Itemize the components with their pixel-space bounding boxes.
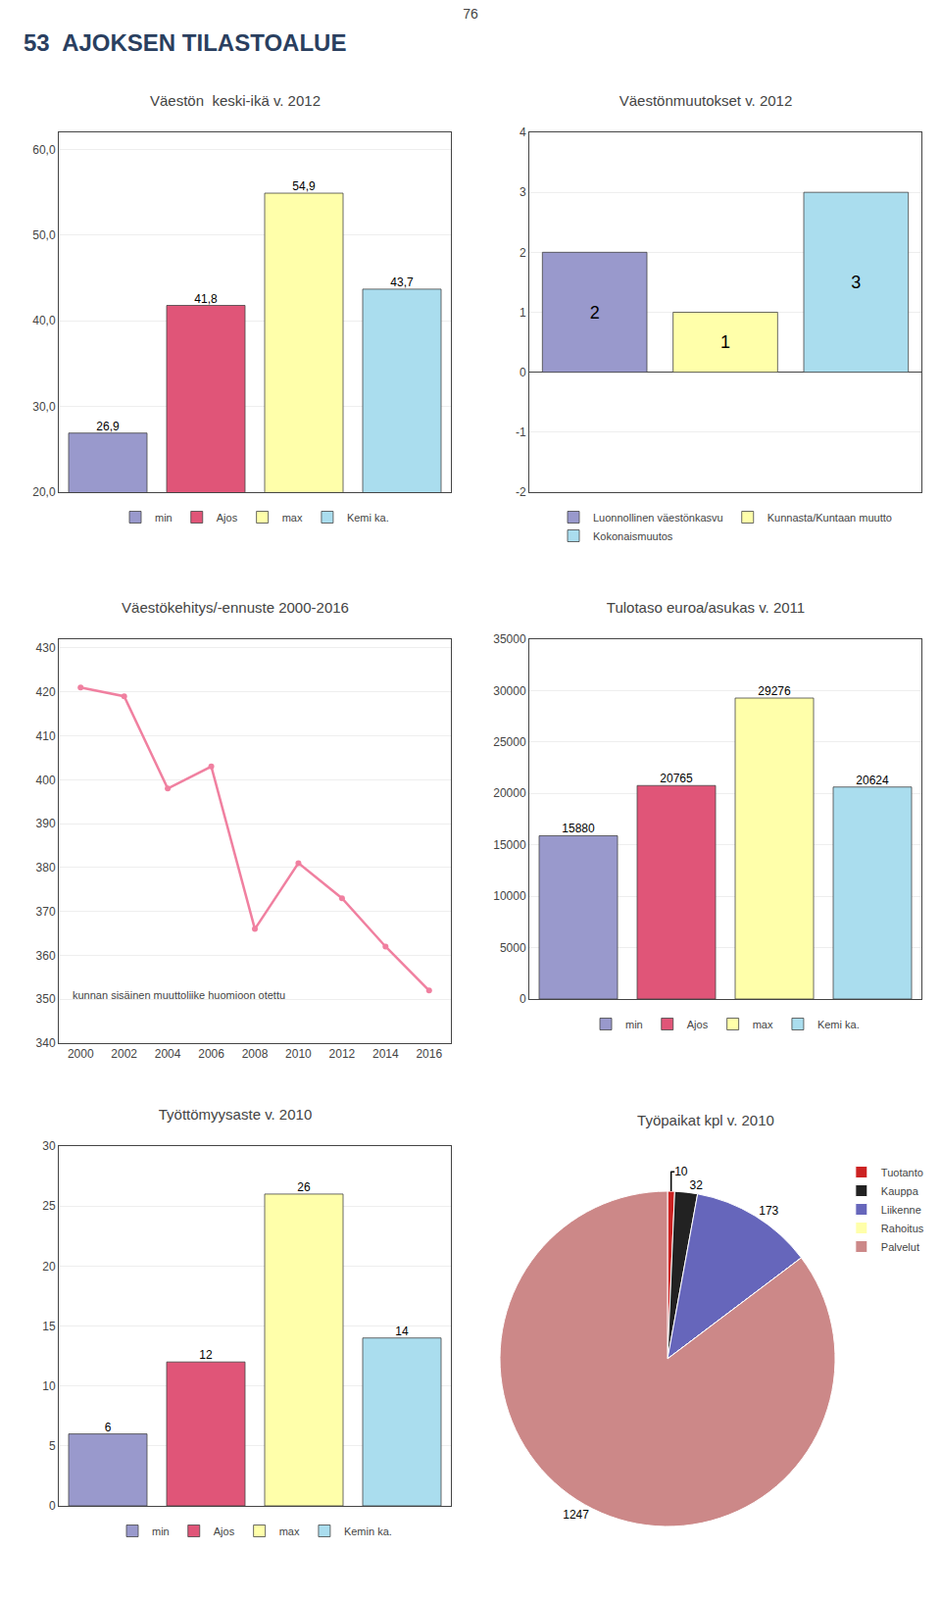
svg-text:420: 420	[36, 685, 56, 699]
svg-text:Kauppa: Kauppa	[881, 1185, 920, 1197]
svg-text:29276: 29276	[757, 684, 792, 698]
svg-text:15: 15	[42, 1319, 56, 1334]
svg-text:2008: 2008	[242, 1046, 269, 1061]
svg-text:max: max	[282, 511, 303, 524]
svg-text:kunnan sisäinen muuttoliike hu: kunnan sisäinen muuttoliike huomioon ote…	[72, 989, 286, 1001]
svg-text:40,0: 40,0	[32, 313, 56, 328]
svg-text:-1: -1	[515, 425, 527, 440]
svg-text:410: 410	[36, 729, 56, 743]
svg-text:2010: 2010	[285, 1046, 312, 1061]
svg-text:Tulotaso euroa/asukas v. 2011: Tulotaso euroa/asukas v. 2011	[606, 598, 805, 616]
svg-text:25000: 25000	[493, 735, 527, 749]
svg-text:60,0: 60,0	[32, 143, 56, 157]
svg-text:max: max	[752, 1018, 774, 1031]
svg-text:0: 0	[519, 365, 527, 380]
svg-text:400: 400	[36, 773, 56, 788]
svg-text:0: 0	[49, 1498, 56, 1513]
svg-text:Ajos: Ajos	[213, 1525, 236, 1537]
svg-text:20624: 20624	[855, 773, 890, 788]
svg-text:26: 26	[297, 1180, 311, 1194]
svg-text:Työttömyysaste v. 2010: Työttömyysaste v. 2010	[158, 1105, 312, 1123]
svg-text:32: 32	[690, 1178, 704, 1192]
svg-text:12: 12	[198, 1347, 213, 1362]
svg-text:2014: 2014	[372, 1046, 399, 1061]
svg-text:15000: 15000	[493, 838, 527, 852]
svg-text:20000: 20000	[493, 786, 527, 800]
svg-text:Liikenne: Liikenne	[881, 1203, 922, 1216]
svg-text:15880: 15880	[561, 821, 595, 836]
svg-text:430: 430	[36, 641, 56, 655]
svg-text:41,8: 41,8	[194, 292, 218, 306]
svg-text:1: 1	[519, 305, 527, 320]
svg-text:max: max	[279, 1525, 300, 1537]
svg-text:20,0: 20,0	[32, 485, 56, 499]
svg-text:min: min	[151, 1525, 170, 1537]
svg-text:Ajos: Ajos	[687, 1018, 709, 1031]
html-text:76: 76	[462, 5, 479, 22]
svg-text:Työpaikat kpl v. 2010: Työpaikat kpl v. 2010	[637, 1111, 775, 1129]
svg-text:Kemi ka.: Kemi ka.	[346, 511, 390, 524]
svg-text:5000: 5000	[499, 941, 527, 955]
svg-text:2004: 2004	[154, 1046, 182, 1061]
svg-text:50,0: 50,0	[32, 228, 56, 243]
svg-text:350: 350	[36, 991, 56, 1006]
svg-text:2: 2	[519, 246, 527, 260]
svg-text:26,9: 26,9	[96, 419, 120, 434]
svg-text:10: 10	[674, 1164, 689, 1179]
svg-text:5: 5	[49, 1438, 56, 1453]
svg-text:390: 390	[36, 816, 56, 831]
svg-text:-2: -2	[515, 485, 527, 499]
svg-text:2002: 2002	[110, 1046, 138, 1061]
svg-text:10: 10	[42, 1379, 56, 1393]
svg-text:Palvelut: Palvelut	[881, 1240, 920, 1253]
svg-text:Väestön keski-ikä v. 2012: Väestön keski-ikä v. 2012	[149, 92, 321, 109]
svg-text:10000: 10000	[493, 889, 527, 903]
svg-text:2012: 2012	[329, 1046, 356, 1061]
svg-text:min: min	[154, 511, 173, 524]
svg-text:35000: 35000	[493, 632, 527, 646]
svg-text:Väestökehitys/-ennuste 2000-20: Väestökehitys/-ennuste 2000-2016	[121, 598, 349, 616]
svg-text:Kunnasta/Kuntaan muutto: Kunnasta/Kuntaan muutto	[767, 511, 892, 524]
svg-text:0: 0	[519, 991, 527, 1006]
svg-text:2006: 2006	[198, 1046, 225, 1061]
svg-text:Tuotanto: Tuotanto	[881, 1166, 924, 1179]
svg-text:380: 380	[36, 860, 56, 875]
svg-text:54,9: 54,9	[292, 179, 316, 194]
svg-text:25: 25	[42, 1198, 56, 1213]
svg-text:360: 360	[36, 948, 56, 963]
svg-text:Rahoitus: Rahoitus	[881, 1222, 925, 1235]
svg-text:3: 3	[519, 185, 527, 199]
svg-text:20: 20	[42, 1259, 56, 1274]
svg-text:43,7: 43,7	[390, 275, 414, 290]
svg-text:340: 340	[36, 1036, 56, 1050]
svg-text:370: 370	[36, 904, 56, 919]
svg-text:Kokonaismuutos: Kokonaismuutos	[593, 530, 674, 543]
svg-text:Ajos: Ajos	[216, 511, 239, 524]
svg-text:3: 3	[850, 272, 861, 293]
svg-text:Väestönmuutokset v. 2012: Väestönmuutokset v. 2012	[619, 92, 793, 109]
html-text:53 AJOKSEN TILASTOALUE: 53 AJOKSEN TILASTOALUE	[23, 29, 347, 56]
svg-text:Kemi ka.: Kemi ka.	[817, 1018, 860, 1031]
svg-text:30,0: 30,0	[32, 399, 56, 414]
svg-text:4: 4	[519, 125, 527, 140]
svg-text:1: 1	[720, 332, 731, 352]
svg-text:Luonnollinen väestönkasvu: Luonnollinen väestönkasvu	[593, 511, 724, 524]
svg-text:6: 6	[104, 1420, 112, 1435]
svg-text:2016: 2016	[415, 1046, 443, 1061]
svg-text:14: 14	[395, 1324, 409, 1338]
svg-text:min: min	[625, 1018, 644, 1031]
svg-text:30000: 30000	[493, 684, 527, 698]
svg-text:1247: 1247	[562, 1507, 590, 1522]
svg-text:173: 173	[758, 1203, 779, 1218]
svg-text:Kemin ka.: Kemin ka.	[344, 1525, 393, 1537]
svg-text:30: 30	[42, 1139, 56, 1153]
svg-text:20765: 20765	[659, 771, 694, 786]
svg-text:2: 2	[590, 302, 600, 323]
svg-text:2000: 2000	[67, 1046, 95, 1061]
